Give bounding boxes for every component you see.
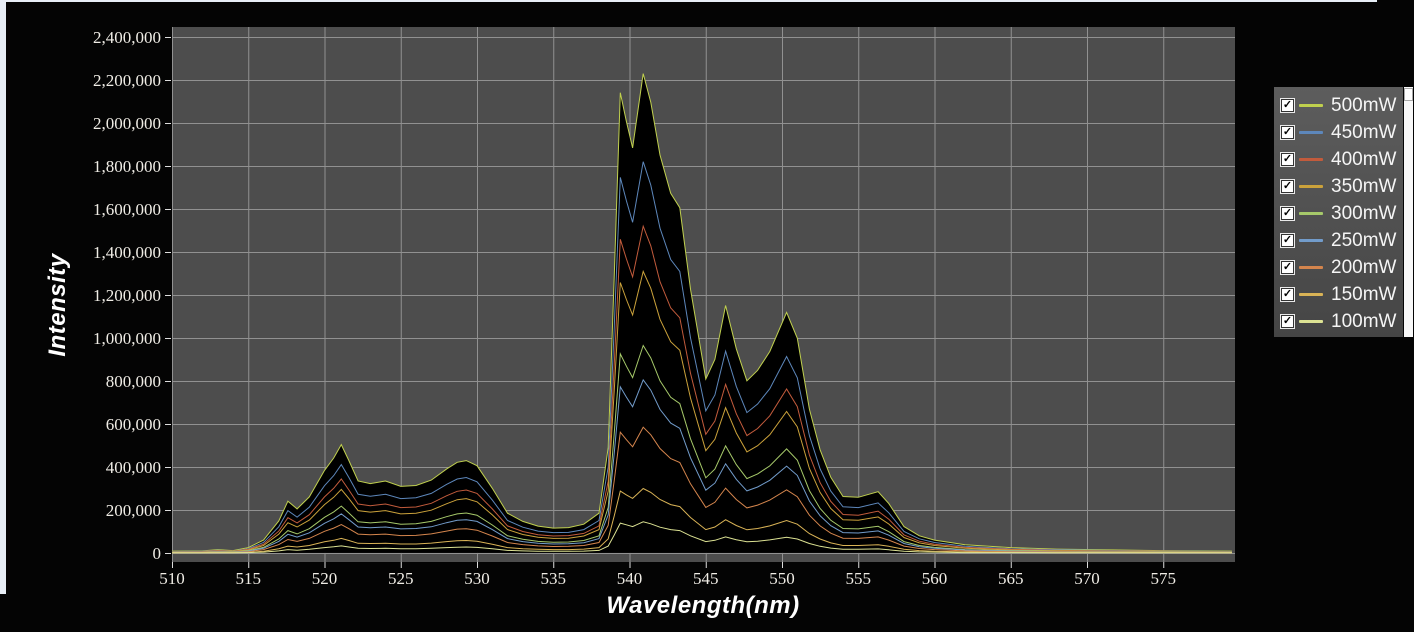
legend-checkbox-350mW[interactable]: ✓ [1281, 180, 1294, 193]
legend-label-400mW: 400mW [1331, 148, 1397, 170]
x-tick-label: 535 [541, 569, 567, 588]
x-axis-title: Wavelength(nm) [606, 592, 800, 619]
legend-swatch-200mW [1299, 266, 1323, 269]
axis-ticks [165, 37, 1165, 568]
legend-swatch-350mW [1299, 185, 1323, 188]
legend-swatch-100mW [1299, 320, 1323, 323]
legend-checkbox-500mW[interactable]: ✓ [1281, 99, 1294, 112]
legend-label-450mW: 450mW [1331, 121, 1397, 143]
y-tick-label: 1,400,000 [93, 243, 161, 262]
y-tick-label: 200,000 [106, 501, 161, 520]
y-tick-label: 600,000 [106, 415, 161, 434]
legend-checkbox-200mW[interactable]: ✓ [1281, 261, 1294, 274]
legend-item-200mW[interactable]: ✓ 200mW [1274, 254, 1403, 281]
legend-swatch-300mW [1299, 212, 1323, 215]
y-tick-label: 0 [153, 544, 162, 563]
legend-checkbox-150mW[interactable]: ✓ [1281, 288, 1294, 301]
legend-item-300mW[interactable]: ✓ 300mW [1274, 200, 1403, 227]
legend-swatch-500mW [1299, 104, 1323, 107]
legend-swatch-400mW [1299, 158, 1323, 161]
legend-item-150mW[interactable]: ✓ 150mW [1274, 281, 1403, 308]
legend-label-200mW: 200mW [1331, 256, 1397, 278]
axis-tick-labels: 510 515 520 525 530 535 540 545 550 555 560 565 570 5… [93, 28, 1176, 588]
y-tick-label: 1,800,000 [93, 157, 161, 176]
legend-panel: ✓ 500mW ✓ 450mW ✓ 400mW ✓ 350mW ✓ 300mW ✓ 250mW ✓ 200… [1274, 87, 1403, 337]
x-tick-label: 510 [159, 569, 185, 588]
series-line-100mW [172, 521, 1232, 554]
legend-item-500mW[interactable]: ✓ 500mW [1274, 92, 1403, 119]
scrollbar-thumb[interactable] [1404, 88, 1413, 101]
legend-label-300mW: 300mW [1331, 202, 1397, 224]
legend-swatch-150mW [1299, 293, 1323, 296]
legend-item-350mW[interactable]: ✓ 350mW [1274, 173, 1403, 200]
x-tick-label: 570 [1074, 569, 1100, 588]
legend-checkbox-400mW[interactable]: ✓ [1281, 153, 1294, 166]
x-tick-label: 575 [1151, 569, 1177, 588]
x-tick-label: 530 [464, 569, 490, 588]
legend-checkbox-300mW[interactable]: ✓ [1281, 207, 1294, 220]
legend-checkbox-250mW[interactable]: ✓ [1281, 234, 1294, 247]
x-tick-label: 520 [312, 569, 338, 588]
legend-label-100mW: 100mW [1331, 310, 1397, 332]
x-tick-label: 560 [922, 569, 948, 588]
legend-label-500mW: 500mW [1331, 94, 1397, 116]
y-tick-label: 400,000 [106, 458, 161, 477]
legend-swatch-450mW [1299, 131, 1323, 134]
y-tick-label: 2,000,000 [93, 114, 161, 133]
y-tick-label: 2,400,000 [93, 28, 161, 47]
y-tick-label: 800,000 [106, 372, 161, 391]
legend-label-250mW: 250mW [1331, 229, 1397, 251]
legend-label-150mW: 150mW [1331, 283, 1397, 305]
legend-item-400mW[interactable]: ✓ 400mW [1274, 146, 1403, 173]
legend-item-100mW[interactable]: ✓ 100mW [1274, 308, 1403, 335]
x-tick-label: 555 [846, 569, 872, 588]
legend-checkbox-450mW[interactable]: ✓ [1281, 126, 1294, 139]
x-tick-label: 545 [693, 569, 719, 588]
legend-item-450mW[interactable]: ✓ 450mW [1274, 119, 1403, 146]
legend-checkbox-100mW[interactable]: ✓ [1281, 315, 1294, 328]
x-tick-label: 540 [617, 569, 643, 588]
window-frame-left [0, 0, 6, 594]
legend-label-350mW: 350mW [1331, 175, 1397, 197]
legend-item-250mW[interactable]: ✓ 250mW [1274, 227, 1403, 254]
legend-scrollbar[interactable] [1404, 87, 1413, 337]
window-frame-top [0, 0, 1377, 2]
legend-swatch-250mW [1299, 239, 1323, 242]
y-tick-label: 1,000,000 [93, 329, 161, 348]
y-tick-label: 1,600,000 [93, 200, 161, 219]
x-tick-label: 525 [388, 569, 414, 588]
y-tick-label: 1,200,000 [93, 286, 161, 305]
x-tick-label: 550 [769, 569, 795, 588]
x-tick-label: 565 [998, 569, 1024, 588]
y-axis-title: Intensity [44, 253, 71, 357]
y-tick-label: 2,200,000 [93, 71, 161, 90]
x-tick-label: 515 [236, 569, 262, 588]
